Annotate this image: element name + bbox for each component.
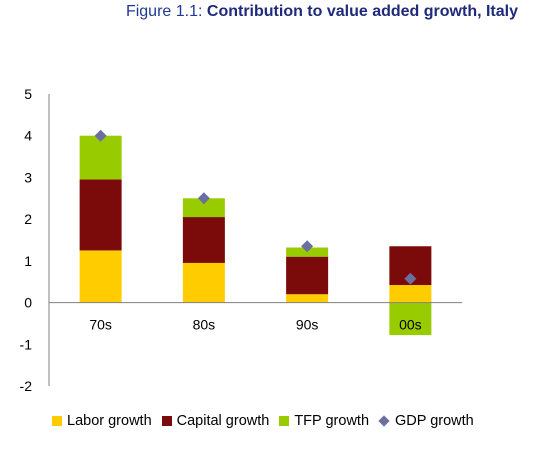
x-tick-label: 90s <box>296 317 319 333</box>
bar-segment-capital <box>79 179 122 251</box>
x-tick-label: 80s <box>193 317 216 333</box>
legend-item-tfp: TFP growth <box>279 413 369 429</box>
y-tick-label: 1 <box>24 253 32 269</box>
gdp-marker <box>94 129 107 142</box>
bar-segment-labor <box>389 285 432 303</box>
gdp-markers <box>94 129 417 285</box>
legend-label-labor: Labor growth <box>67 413 152 429</box>
bar-segment-labor <box>286 294 329 303</box>
legend-item-capital: Capital growth <box>161 413 270 429</box>
y-tick-label: 3 <box>24 169 32 185</box>
y-tick-label: 4 <box>24 128 32 144</box>
y-tick-label: 5 <box>24 86 32 102</box>
legend-label-tfp: TFP growth <box>294 413 370 429</box>
legend-swatch-capital <box>161 416 172 426</box>
bar-segment-tfp <box>182 198 225 218</box>
x-axis-labels: 70s 80s 90s 00s <box>89 317 421 333</box>
bar-segment-labor <box>182 262 225 303</box>
gdp-marker <box>301 240 314 253</box>
legend-item-gdp: GDP growth <box>378 413 474 429</box>
figure-title: Figure 1.1: Contribution to value added … <box>126 3 518 21</box>
legend: Labor growth Capital growth TFP growth G… <box>52 413 474 429</box>
legend-label-capital: Capital growth <box>176 413 270 429</box>
legend-label-gdp: GDP growth <box>395 413 474 429</box>
x-tick-label: 00s <box>399 317 422 333</box>
legend-swatch-labor <box>52 416 62 426</box>
gdp-marker <box>404 272 417 285</box>
bar-segment-tfp <box>389 302 432 336</box>
bars <box>79 135 432 336</box>
bar-segment-labor <box>79 250 122 303</box>
y-tick-label: -1 <box>20 336 33 352</box>
y-tick-label: -2 <box>20 378 33 394</box>
bar-segment-capital <box>286 256 329 295</box>
x-tick-label: 70s <box>89 317 112 333</box>
legend-swatch-tfp <box>279 416 290 426</box>
legend-item-labor: Labor growth <box>52 413 152 429</box>
legend-diamond-gdp <box>378 415 390 427</box>
gdp-marker <box>197 192 210 205</box>
bar-segment-tfp <box>79 135 122 180</box>
y-axis-ticks: -2 -1 0 1 2 3 4 5 <box>20 86 33 394</box>
y-tick-label: 2 <box>24 211 32 227</box>
figure-number: Figure 1.1: <box>125 3 207 20</box>
figure-title-text: Contribution to value added growth, Ital… <box>206 3 518 20</box>
y-tick-label: 0 <box>24 295 32 311</box>
bar-segment-capital <box>182 217 225 263</box>
